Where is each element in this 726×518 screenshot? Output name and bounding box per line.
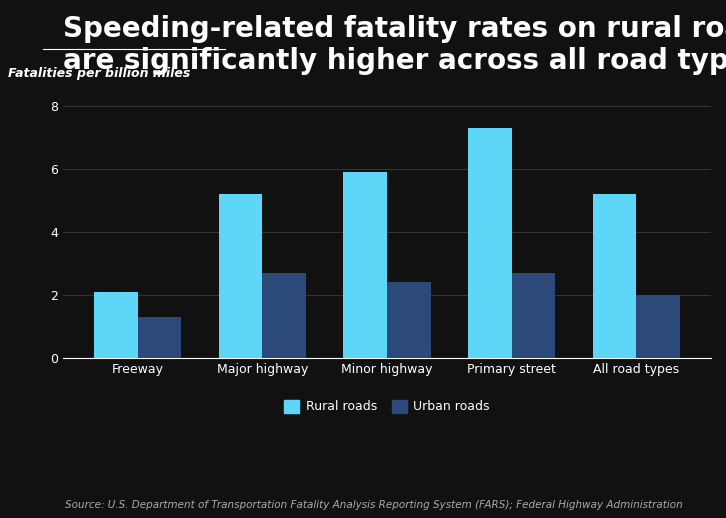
Bar bbox=[636, 295, 680, 358]
Text: Speeding-related fatality rates on rural roads
are significantly higher across a: Speeding-related fatality rates on rural… bbox=[63, 15, 726, 76]
Bar bbox=[219, 194, 262, 358]
Text: Source: U.S. Department of Transportation Fatality Analysis Reporting System (FA: Source: U.S. Department of Transportatio… bbox=[65, 500, 683, 510]
Text: Fatalities per billion miles: Fatalities per billion miles bbox=[8, 66, 190, 80]
Bar bbox=[468, 128, 512, 358]
Bar bbox=[262, 273, 306, 358]
Bar bbox=[387, 282, 431, 358]
Bar bbox=[94, 292, 138, 358]
Bar bbox=[592, 194, 636, 358]
Bar bbox=[138, 317, 182, 358]
Bar bbox=[512, 273, 555, 358]
Bar bbox=[343, 172, 387, 358]
Legend: Rural roads, Urban roads: Rural roads, Urban roads bbox=[280, 395, 494, 419]
